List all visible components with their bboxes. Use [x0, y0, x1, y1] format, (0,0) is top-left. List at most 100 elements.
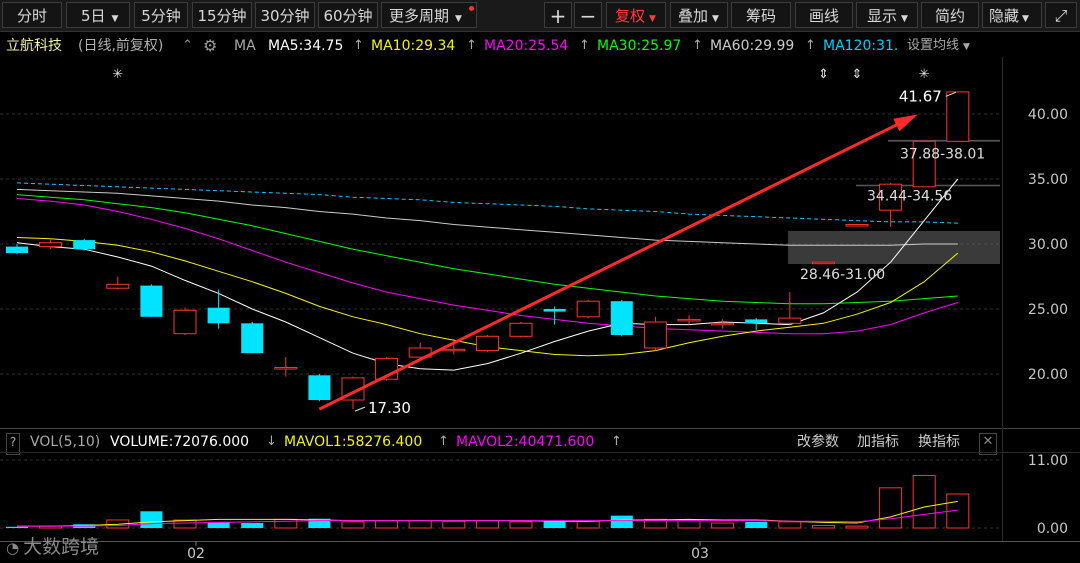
event-marker-icon: ⇕: [852, 67, 863, 82]
add-indicator-button[interactable]: 加指标: [857, 434, 899, 450]
arrow-up-icon: ↑: [692, 38, 703, 53]
change-params-button[interactable]: 改参数: [797, 434, 839, 450]
ma-settings-link[interactable]: 设置均线 ▼: [907, 36, 970, 56]
volume-bar: [879, 487, 903, 529]
candle-body: [6, 246, 28, 254]
candle-body: [643, 321, 667, 349]
candle-body: [509, 322, 533, 337]
y-tick-label: 20.00: [1028, 367, 1068, 383]
candle-body: [173, 309, 197, 335]
tab-intraday[interactable]: 分时: [2, 2, 62, 28]
chevron-down-icon: ▼: [901, 14, 908, 24]
low-annotation: 17.30: [368, 399, 411, 417]
trend-arrow-line: [318, 116, 912, 411]
candle-body: [73, 240, 96, 250]
candle-body: [677, 318, 701, 322]
high-pointer: [945, 91, 956, 97]
vol-title: VOL(5,10): [30, 434, 101, 450]
notification-dot-icon: [469, 6, 474, 11]
gap-zone: [788, 231, 1000, 265]
chevron-up-down-icon[interactable]: ⌃: [182, 38, 193, 53]
tab-5min[interactable]: 5分钟: [134, 2, 188, 28]
chevron-down-icon: ▼: [963, 42, 970, 52]
candle-body: [475, 335, 499, 352]
candle-body: [946, 91, 970, 142]
volume-bar: [408, 520, 432, 529]
volume-bar: [442, 520, 466, 529]
volume-bar: [845, 525, 869, 529]
mavol2-line: [17, 509, 958, 527]
volume-bar: [6, 526, 28, 528]
ma30-value: MA30:25.97: [597, 38, 682, 54]
chevron-down-icon: ▼: [712, 14, 719, 24]
ma120-line: [16, 182, 958, 224]
candle-body: [442, 348, 466, 352]
mavol2-value: MAVOL2:40471.600: [456, 434, 595, 450]
x-label: 02: [187, 546, 205, 562]
adjust-price-label: 复权: [615, 7, 646, 25]
gap-annotation: 28.46-31.00: [800, 267, 885, 283]
fullscreen-icon[interactable]: ⤢: [1045, 2, 1077, 28]
candle-body: [207, 307, 230, 324]
candle-body: [106, 283, 130, 289]
display-button[interactable]: 显示 ▼: [856, 2, 918, 28]
candle-body: [610, 301, 633, 335]
volume-bar: [610, 515, 633, 528]
candle-body: [711, 322, 735, 326]
volume-bar: [173, 519, 197, 529]
y-tick-label: 40.00: [1028, 107, 1068, 123]
volume-bar: [811, 525, 835, 529]
ma-label: MA: [234, 38, 256, 54]
volume-bar: [778, 521, 802, 529]
tab-30min[interactable]: 30分钟: [255, 2, 315, 28]
chart-mode-label: (日线,前复权): [78, 38, 164, 54]
vol-tick-label: 11.00: [1028, 453, 1068, 469]
ma30-line: [16, 194, 958, 305]
watermark-text: 大数跨境: [23, 536, 100, 558]
volume-bar: [509, 521, 533, 529]
candle-body: [140, 285, 163, 317]
candle-body: [308, 375, 331, 400]
tab-60min[interactable]: 60分钟: [318, 2, 378, 28]
switch-indicator-button[interactable]: 换指标: [918, 434, 960, 450]
candle-body: [778, 317, 802, 324]
tab-5day[interactable]: 5日 ▼: [66, 2, 130, 28]
hide-label: 隐藏: [989, 7, 1020, 25]
zoom-in-button[interactable]: +: [544, 2, 572, 28]
watermark-logo-icon: ◔: [6, 539, 20, 557]
candle-body: [543, 309, 566, 312]
close-icon[interactable]: ✕: [979, 433, 997, 455]
event-marker-icon: ✳: [919, 67, 930, 82]
overlay-button[interactable]: 叠加 ▼: [670, 2, 728, 28]
low-pointer: [354, 406, 366, 412]
gear-icon[interactable]: ⚙: [203, 36, 218, 55]
chevron-down-icon: ▼: [455, 14, 462, 24]
high-annotation: 41.67: [899, 87, 942, 105]
volume-bar: [140, 511, 163, 528]
event-marker-icon: ✳: [112, 67, 123, 82]
tab-15min[interactable]: 15分钟: [192, 2, 252, 28]
volume-bar: [677, 520, 701, 529]
arrow-down-icon: ↓: [266, 434, 277, 449]
tab-more-periods[interactable]: 更多周期 ▼: [381, 2, 477, 28]
candle-body: [576, 300, 600, 318]
stock-name: 立航科技: [6, 38, 62, 54]
draw-line-button[interactable]: 画线: [795, 2, 853, 28]
volume-bar: [341, 521, 365, 529]
top-toolbar: 分时 5日 ▼ 5分钟 15分钟 30分钟 60分钟 更多周期 ▼ + − 复权 ▼ …: [0, 0, 1080, 32]
trend-arrow-head-icon: [893, 114, 918, 132]
x-label: 03: [691, 546, 709, 562]
adjust-price-button[interactable]: 复权 ▼: [606, 2, 666, 28]
chip-distribution-button[interactable]: 筹码: [731, 2, 791, 28]
volume-bar: [576, 520, 600, 529]
simple-mode-button[interactable]: 简约: [921, 2, 979, 28]
hide-button[interactable]: 隐藏 ▼: [982, 2, 1042, 28]
ma60-line: [16, 188, 958, 246]
tab-more-label: 更多周期: [389, 7, 450, 25]
candle-body: [879, 183, 903, 211]
candle-body: [39, 242, 63, 248]
mavol1-value: MAVOL1:58276.400: [284, 434, 423, 450]
zoom-out-button[interactable]: −: [574, 2, 602, 28]
help-icon[interactable]: ?: [6, 433, 20, 455]
